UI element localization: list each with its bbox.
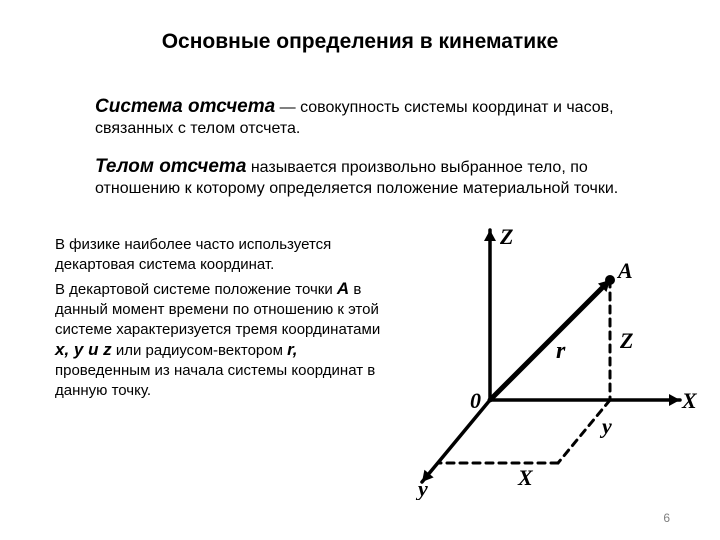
svg-text:r: r: [556, 338, 566, 364]
paragraph-1: Система отсчета — совокупность системы к…: [95, 95, 635, 139]
svg-text:X: X: [681, 388, 698, 413]
svg-text:0: 0: [470, 388, 481, 413]
paragraph-3: В физике наиболее часто используется дек…: [55, 235, 385, 274]
para4-r: r,: [287, 340, 297, 359]
paragraph-2: Телом отсчета называется произвольно выб…: [95, 155, 635, 199]
svg-text:y: y: [415, 476, 428, 500]
svg-text:A: A: [616, 258, 633, 283]
coordinate-diagram: 0 Xy Z Ar Zy X: [400, 220, 700, 500]
page-number: 6: [663, 511, 670, 525]
slide-title: Основные определения в кинематике: [0, 30, 720, 54]
svg-text:Z: Z: [499, 224, 513, 249]
para4-A: А: [337, 279, 349, 298]
para4-d: проведенным из начала системы координат …: [55, 362, 375, 399]
svg-text:X: X: [517, 465, 534, 490]
paragraph-4: В декартовой системе положение точки А в…: [55, 278, 385, 400]
para4-a: В декартовой системе положение точки: [55, 281, 337, 298]
svg-text:y: y: [599, 414, 612, 439]
para4-c: или радиусом-вектором: [112, 342, 287, 359]
left-column: В физике наиболее часто используется дек…: [55, 235, 385, 400]
term-telom: Телом отсчета: [95, 156, 246, 177]
term-sistema: Система отсчета: [95, 96, 275, 117]
para4-xyz: x, y и z: [55, 340, 112, 359]
svg-text:Z: Z: [619, 328, 633, 353]
